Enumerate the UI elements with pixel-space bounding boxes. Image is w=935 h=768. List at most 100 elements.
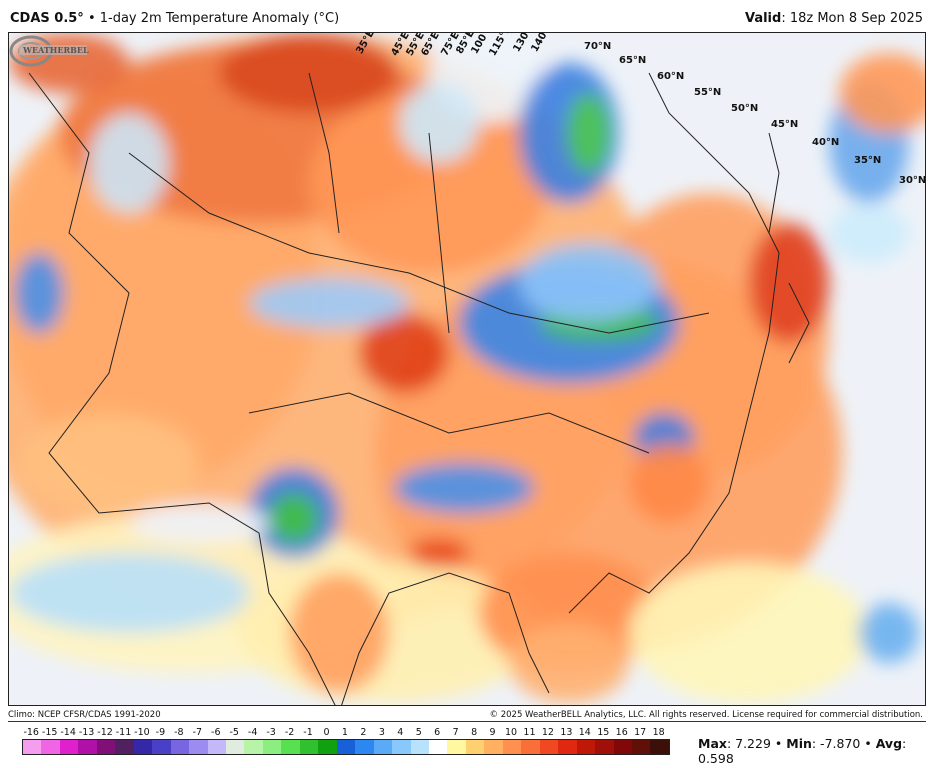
colorbar-tick-label: -11 xyxy=(115,727,132,738)
anomaly-region xyxy=(399,83,479,163)
colorbar-tick-label: -5 xyxy=(229,727,239,738)
colorbar-swatch xyxy=(59,740,79,754)
colorbar-swatch xyxy=(133,740,153,754)
boundary-line xyxy=(341,572,550,705)
colorbar-tick-label: -6 xyxy=(211,727,221,738)
anomaly-region xyxy=(629,443,709,523)
colorbar-swatch xyxy=(225,740,245,754)
colorbar-tick-label: -10 xyxy=(134,727,150,738)
colorbar-tick-label: 9 xyxy=(489,727,496,738)
anomaly-region xyxy=(269,493,319,543)
anomaly-region xyxy=(359,313,449,393)
boundary-line xyxy=(308,72,450,334)
colorbar-tick-label: 11 xyxy=(523,727,536,738)
colorbar-tick-label: 14 xyxy=(578,727,591,738)
colorbar-swatch xyxy=(392,740,411,754)
colorbar-swatch xyxy=(207,740,226,754)
colorbar-tick-label: -16 xyxy=(23,727,39,738)
colorbar-tick-label: 13 xyxy=(560,727,573,738)
boundary-line xyxy=(568,72,780,614)
latitude-label: 30°N xyxy=(899,175,926,186)
colorbar-tick-label: 3 xyxy=(378,727,385,738)
anomaly-region xyxy=(409,538,469,568)
divider xyxy=(8,721,926,722)
colorbar-tick-label: -7 xyxy=(192,727,203,738)
colorbar-swatch xyxy=(650,740,669,754)
colorbar-swatch xyxy=(558,740,577,754)
stats-separator: • xyxy=(860,736,876,751)
anomaly-region xyxy=(629,563,869,703)
colorbar-swatch xyxy=(262,740,282,754)
valid-time: Valid: 18z Mon 8 Sep 2025 xyxy=(745,11,923,26)
anomaly-region xyxy=(19,413,199,513)
latitude-label: 50°N xyxy=(731,103,759,114)
boundary-line xyxy=(128,152,710,334)
anomaly-region xyxy=(309,93,549,273)
model-name: CDAS 0.5° xyxy=(10,11,84,26)
anomaly-region xyxy=(14,253,64,333)
anomaly-region xyxy=(839,53,925,133)
min-value: : -7.870 xyxy=(811,736,861,751)
anomaly-region xyxy=(394,463,534,513)
anomaly-region xyxy=(509,623,629,703)
valid-value: : 18z Mon 8 Sep 2025 xyxy=(781,11,923,26)
colorbar-tick-label: 5 xyxy=(415,727,422,738)
anomaly-region xyxy=(519,243,659,323)
colorbar-swatch xyxy=(521,740,540,754)
max-label: Max xyxy=(698,736,727,751)
colorbar-swatch xyxy=(539,740,559,754)
colorbar-swatch xyxy=(41,740,60,754)
colorbar-tick-label: 12 xyxy=(541,727,554,738)
product-name: 1-day 2m Temperature Anomaly (°C) xyxy=(99,11,340,26)
temperature-anomaly-map: 35°E 45°E 55°E 65°E 75°E 85°E 100°E 115°E 130°E 1… xyxy=(8,32,926,706)
colorbar-tick-label: -14 xyxy=(60,727,76,738)
colorbar-tick-label: -12 xyxy=(97,727,113,738)
colorbar-swatch xyxy=(115,740,134,754)
colorbar-swatch xyxy=(502,740,522,754)
colorbar-swatch xyxy=(281,740,300,754)
svg-text:WEATHERBELL: WEATHERBELL xyxy=(22,45,89,55)
colorbar-swatch xyxy=(152,740,171,754)
latitude-label: 65°N xyxy=(619,55,647,66)
colorbar-swatch xyxy=(631,740,651,754)
colorbar-tick-label: 7 xyxy=(452,727,459,738)
colorbar-swatch xyxy=(336,740,356,754)
anomaly-region xyxy=(9,553,249,633)
stats-separator: • xyxy=(770,736,787,751)
avg-value: : 0.598 xyxy=(698,736,907,766)
colorbar-swatch xyxy=(576,740,596,754)
colorbar-swatch xyxy=(355,740,374,754)
valid-label: Valid xyxy=(744,11,782,26)
climatology-note: Climo: NCEP CFSR/CDAS 1991-2020 xyxy=(8,710,161,720)
colorbar-swatch xyxy=(484,740,503,754)
colorbar-swatch xyxy=(373,740,393,754)
colorbar-tick-label: -13 xyxy=(78,727,95,738)
colorbar-tick-label: -1 xyxy=(303,727,313,738)
colorbar-swatch xyxy=(595,740,614,754)
latitude-label: 35°N xyxy=(854,155,882,166)
latitude-label: 55°N xyxy=(694,87,722,98)
boundary-line xyxy=(248,392,650,454)
colorbar-swatch xyxy=(428,740,448,754)
colorbar-tick-label: 4 xyxy=(397,727,404,738)
latitude-label: 40°N xyxy=(812,137,840,148)
colorbar-tick-label: -8 xyxy=(174,727,184,738)
colorbar-swatch xyxy=(78,740,97,754)
colorbar-swatch xyxy=(96,740,116,754)
anomaly-region xyxy=(129,503,269,543)
colorbar-tick-label: 0 xyxy=(323,727,330,738)
boundary-line xyxy=(28,72,336,705)
colorbar-swatch xyxy=(318,740,337,754)
anomaly-region xyxy=(567,93,611,173)
colorbar-swatch xyxy=(244,740,263,754)
colorbar-tick-label: 16 xyxy=(615,727,628,738)
colorbar-tick-label: 10 xyxy=(504,727,518,738)
field-stats: Max: 7.229 • Min: -7.870 • Avg: 0.598 xyxy=(698,736,935,766)
colorbar-tick-label: 18 xyxy=(652,727,665,738)
colorbar-tick-label: 6 xyxy=(434,727,441,738)
title-separator: • xyxy=(83,11,100,26)
colorbar-swatch xyxy=(465,740,485,754)
anomaly-region xyxy=(859,603,919,663)
colorbar-tick-label: 17 xyxy=(634,727,647,738)
min-label: Min xyxy=(786,736,812,751)
